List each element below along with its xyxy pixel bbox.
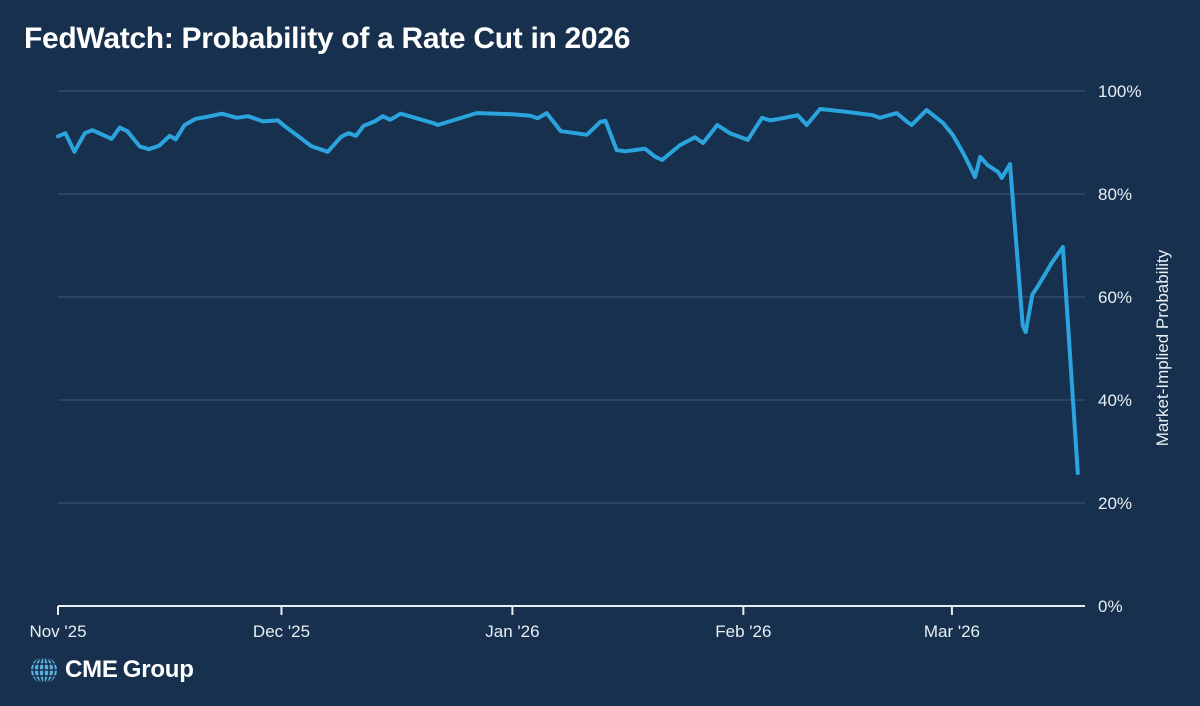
- x-tick-label: Mar '26: [924, 622, 980, 641]
- chart-title: FedWatch: Probability of a Rate Cut in 2…: [24, 22, 631, 55]
- probability-line: [56, 107, 1080, 476]
- logo-text-cme: CME: [65, 656, 118, 683]
- globe-icon: [31, 657, 57, 683]
- logo-wordmark: CME Group: [65, 656, 194, 684]
- logo-text-group: Group: [122, 656, 194, 683]
- x-tick-label: Dec '25: [253, 622, 310, 641]
- y-tick-label: 0%: [1098, 597, 1123, 616]
- y-tick-label: 20%: [1098, 494, 1132, 513]
- x-tick-label: Nov '25: [29, 622, 86, 641]
- y-tick-label: 100%: [1098, 82, 1141, 101]
- y-tick-label: 40%: [1098, 391, 1132, 410]
- cme-group-logo: CME Group: [30, 656, 194, 684]
- y-tick-label: 60%: [1098, 288, 1132, 307]
- y-axis-title: Market-Implied Probability: [1153, 249, 1172, 447]
- x-tick-label: Jan '26: [485, 622, 539, 641]
- y-tick-label: 80%: [1098, 185, 1132, 204]
- x-tick-label: Feb '26: [715, 622, 771, 641]
